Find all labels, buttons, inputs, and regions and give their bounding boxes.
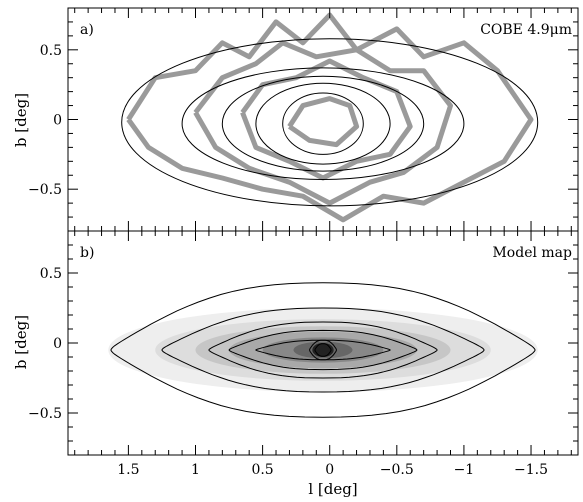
panel-b-title: Model map xyxy=(492,245,572,261)
panel-a-black-contours xyxy=(121,38,539,207)
panel-a: −0.5 0 0.5 a) COBE 4.9μm b [deg] xyxy=(12,7,579,232)
x-axis-label: l [deg] xyxy=(308,480,357,498)
panel-b-heatmap xyxy=(108,308,538,392)
y-tick-label: 0.5 xyxy=(40,43,62,59)
gray-contour-2 xyxy=(240,58,413,181)
y-tick-label: 0 xyxy=(53,113,62,129)
gray-contour-1 xyxy=(193,40,453,206)
model-contour-2 xyxy=(208,321,438,379)
x-tick-label: −1.5 xyxy=(514,462,548,478)
y-tick-label: −0.5 xyxy=(28,406,62,422)
x-tick-label: 0.5 xyxy=(251,462,273,478)
panel-a-title: COBE 4.9μm xyxy=(480,22,572,38)
panel-a-ticks: −0.5 0 0.5 xyxy=(28,7,578,232)
panel-b: −0.500.51.5 1 0.5 0 −0.5 −1 −1.5 b) Model map … xyxy=(12,230,579,498)
black-contour-2 xyxy=(221,75,425,172)
x-tick-label: 1.5 xyxy=(117,462,139,478)
black-contour-4 xyxy=(282,92,364,155)
x-tick-label: −1 xyxy=(454,462,475,478)
x-tick-label: 1 xyxy=(191,462,200,478)
model-contour-6 xyxy=(314,343,332,357)
y-tick-label: 0 xyxy=(53,336,62,352)
x-tick-label: −0.5 xyxy=(380,462,414,478)
model-contour-0 xyxy=(110,282,536,418)
x-tick-label: 0 xyxy=(325,462,334,478)
black-contour-3 xyxy=(255,82,391,165)
model-contour-1 xyxy=(161,307,485,393)
black-contour-0 xyxy=(121,38,539,207)
black-contour-1 xyxy=(181,67,465,180)
y-tick-label: 0.5 xyxy=(40,266,62,282)
model-contour-5 xyxy=(309,339,337,361)
panel-a-gray-contours xyxy=(126,12,534,223)
panel-b-label: b) xyxy=(80,245,94,261)
panel-b-ylabel: b [deg] xyxy=(12,315,30,369)
gray-contour-3 xyxy=(287,96,360,148)
heatmap-level-6 xyxy=(312,343,334,357)
panel-a-label: a) xyxy=(80,22,94,38)
model-contour-4 xyxy=(255,339,391,361)
panel-b-contours xyxy=(110,282,536,418)
y-tick-label: −0.5 xyxy=(28,182,62,198)
gray-contour-0 xyxy=(126,12,534,223)
model-contour-3 xyxy=(228,329,418,371)
panel-a-ylabel: b [deg] xyxy=(12,93,30,147)
panel-b-ticks: −0.5 0 0.5 1.5 1 0.5 0 −0.5 −1 −1.5 xyxy=(28,230,578,478)
